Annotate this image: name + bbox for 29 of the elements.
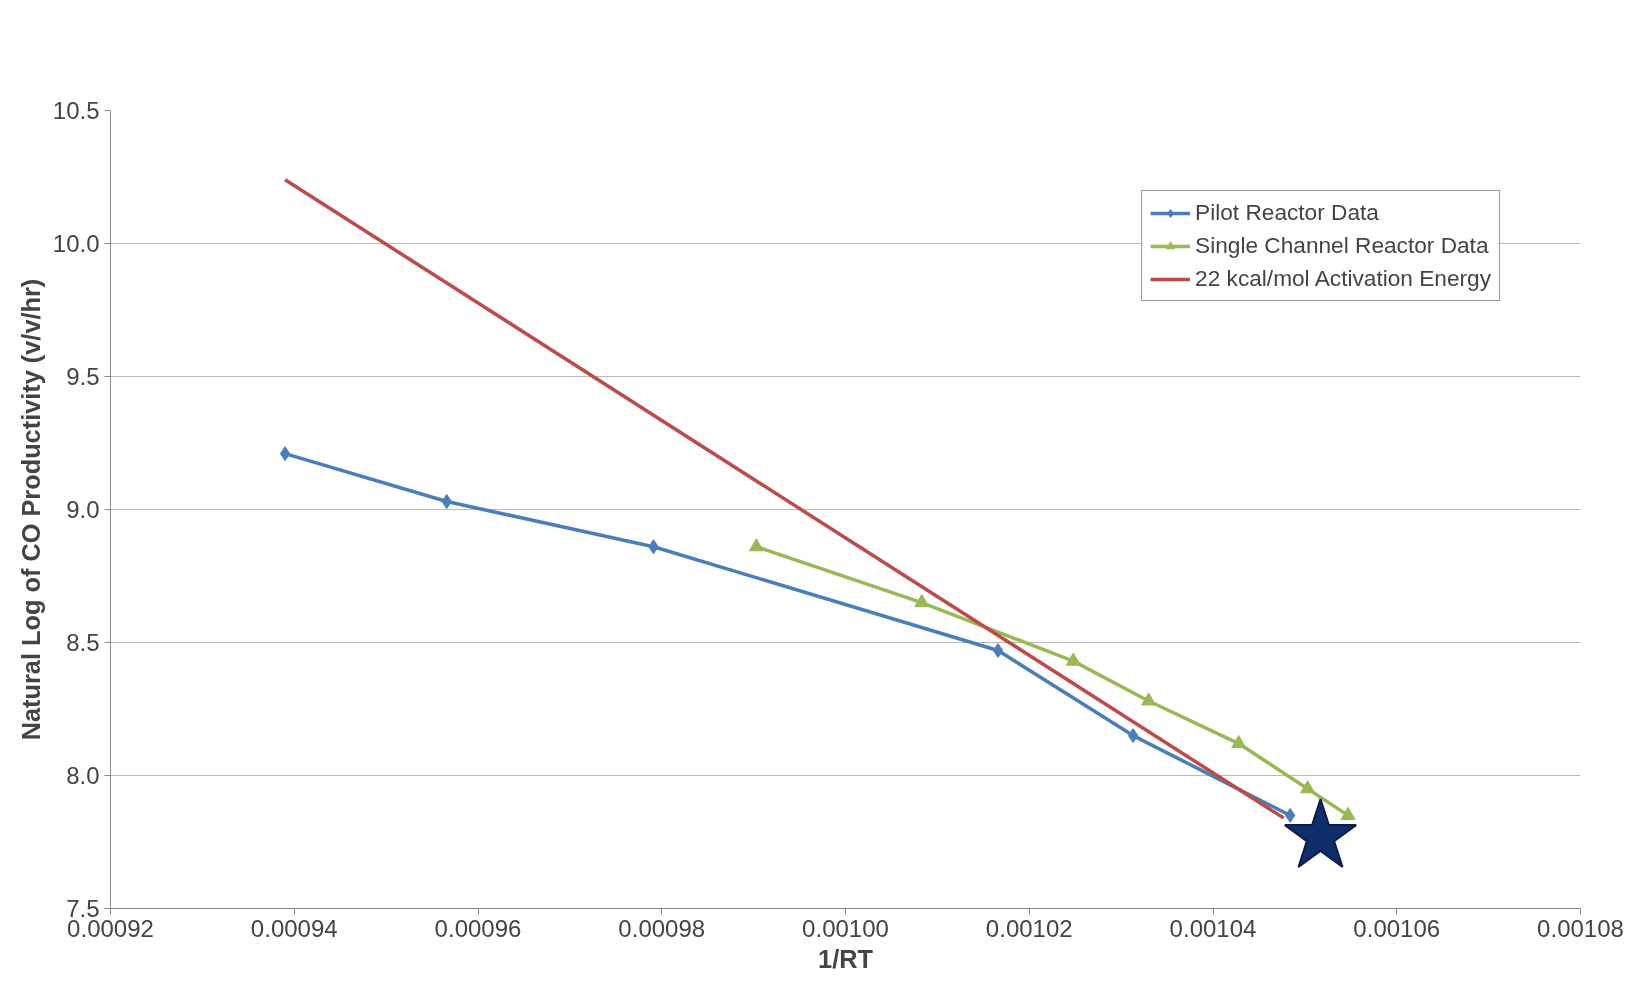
legend-label: Single Channel Reactor Data — [1195, 232, 1489, 259]
y-tick-label: 9.0 — [66, 496, 100, 523]
y-tick-label: 8.0 — [66, 762, 100, 789]
y-tick-label: 9.5 — [66, 363, 100, 390]
point — [748, 538, 764, 552]
x-tick-label: 0.00098 — [618, 914, 706, 942]
point — [1283, 798, 1358, 869]
legend-label: 22 kcal/mol Activation Energy — [1195, 265, 1491, 292]
point — [279, 446, 291, 462]
point — [1065, 652, 1081, 666]
point — [914, 594, 930, 608]
point — [1340, 806, 1356, 820]
x-tick-label: 0.00108 — [1537, 914, 1624, 942]
x-tick-label: 0.00096 — [434, 914, 522, 942]
point — [1231, 735, 1247, 749]
x-tick-label: 0.00100 — [802, 914, 889, 942]
x-tick-label: 0.00106 — [1353, 914, 1441, 942]
y-axis-title: Natural Log of CO Productivity (v/v/hr) — [16, 278, 45, 741]
y-tick-label: 10.5 — [52, 97, 100, 124]
point — [992, 642, 1004, 658]
legend-label: Pilot Reactor Data — [1195, 199, 1379, 226]
y-tick-label: 8.5 — [66, 629, 100, 656]
x-tick-label: 0.00094 — [250, 914, 338, 942]
x-axis-title: 1/RT — [818, 944, 874, 973]
x-tick-label: 0.00104 — [1169, 914, 1257, 942]
y-tick-label: 10.0 — [52, 230, 100, 257]
x-tick-label: 0.00102 — [985, 914, 1073, 942]
point — [1141, 692, 1157, 706]
point — [1300, 780, 1316, 794]
